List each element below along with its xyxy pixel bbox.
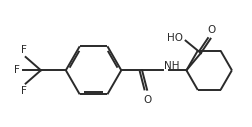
Text: NH: NH xyxy=(164,61,179,71)
Text: F: F xyxy=(21,45,27,55)
Text: O: O xyxy=(207,25,215,35)
Text: HO: HO xyxy=(167,33,183,43)
Text: O: O xyxy=(143,95,152,105)
Text: F: F xyxy=(14,65,20,75)
Text: F: F xyxy=(21,86,27,96)
